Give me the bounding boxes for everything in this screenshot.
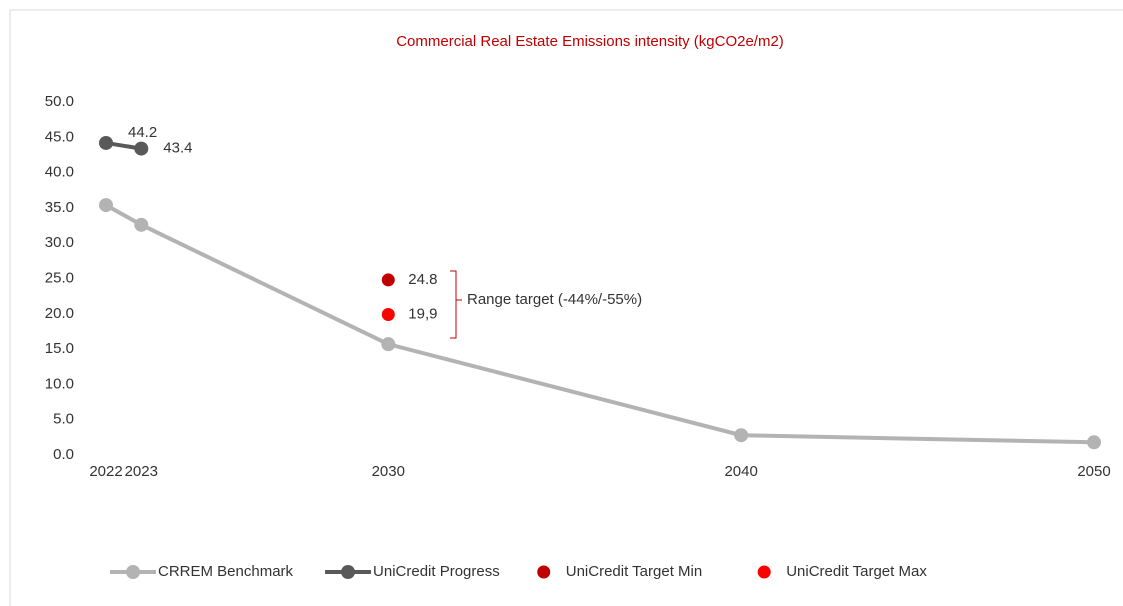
data-point	[99, 198, 113, 213]
range-bracket	[450, 270, 462, 339]
data-point	[381, 308, 395, 322]
legend-label: CRREM Benchmark	[158, 563, 294, 580]
data-point	[134, 141, 149, 156]
y-tick-label: 35.0	[45, 199, 74, 216]
y-tick-label: 30.0	[45, 234, 74, 251]
y-tick-label: 5.0	[53, 411, 74, 428]
legend-marker	[126, 565, 140, 579]
data-point	[734, 428, 749, 443]
y-tick-label: 40.0	[45, 164, 74, 181]
y-tick-label: 10.0	[45, 375, 74, 392]
legend-label: UniCredit Target Min	[566, 563, 702, 580]
legend-marker	[341, 565, 356, 579]
x-tick-label: 2030	[372, 463, 405, 480]
data-point	[99, 135, 113, 150]
y-tick-label: 20.0	[45, 305, 74, 322]
y-tick-label: 50.0	[45, 93, 74, 110]
data-point	[381, 337, 396, 352]
data-point	[1087, 435, 1101, 450]
annotation: Range target (-44%/-55%)	[467, 291, 642, 308]
x-tick-label: 2022	[89, 463, 122, 480]
legend-marker	[537, 565, 551, 579]
x-tick-label: 2040	[724, 463, 757, 480]
y-tick-label: 15.0	[45, 340, 74, 357]
x-tick-label: 2050	[1077, 463, 1110, 480]
data-label: 43.4	[163, 140, 192, 157]
chart-frame	[9, 9, 1123, 606]
legend-label: UniCredit Progress	[373, 563, 500, 580]
data-point	[134, 217, 149, 232]
legend-marker	[757, 565, 771, 579]
data-label: 19,9	[408, 305, 437, 322]
data-label: 24.8	[408, 271, 437, 288]
data-point	[381, 273, 395, 287]
data-label: 44.2	[128, 124, 157, 141]
y-tick-label: 0.0	[53, 446, 74, 463]
chart-title: Commercial Real Estate Emissions intensi…	[396, 33, 784, 50]
y-tick-label: 45.0	[45, 128, 74, 145]
x-tick-label: 2023	[125, 463, 158, 480]
series-line	[105, 203, 1095, 445]
legend-label: UniCredit Target Max	[786, 563, 927, 580]
y-tick-label: 25.0	[45, 269, 74, 286]
